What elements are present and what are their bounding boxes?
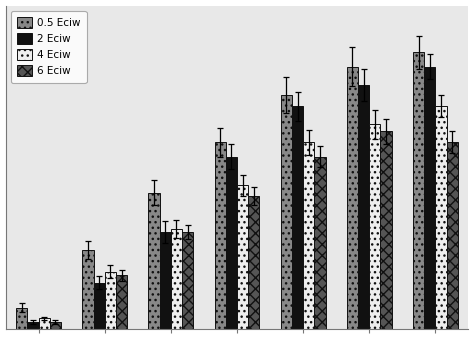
Bar <box>314 157 326 329</box>
Bar <box>347 67 358 329</box>
Bar <box>381 132 392 329</box>
Bar <box>160 232 171 329</box>
Bar <box>182 232 193 329</box>
Bar <box>82 250 93 329</box>
Bar <box>292 106 303 329</box>
Bar <box>38 318 50 329</box>
Bar <box>358 85 369 329</box>
Bar <box>436 106 447 329</box>
Bar <box>116 275 127 329</box>
Bar <box>248 196 259 329</box>
Bar <box>303 142 314 329</box>
Bar <box>27 322 38 329</box>
Bar <box>237 185 248 329</box>
Bar <box>226 157 237 329</box>
Legend: 0.5 Eciw, 2 Eciw, 4 Eciw, 6 Eciw: 0.5 Eciw, 2 Eciw, 4 Eciw, 6 Eciw <box>11 11 87 83</box>
Bar <box>413 52 424 329</box>
Bar <box>424 67 436 329</box>
Bar <box>50 322 61 329</box>
Bar <box>369 124 381 329</box>
Bar <box>105 272 116 329</box>
Bar <box>281 96 292 329</box>
Bar <box>16 308 27 329</box>
Bar <box>171 228 182 329</box>
Bar <box>148 193 160 329</box>
Bar <box>215 142 226 329</box>
Bar <box>447 142 458 329</box>
Bar <box>93 282 105 329</box>
